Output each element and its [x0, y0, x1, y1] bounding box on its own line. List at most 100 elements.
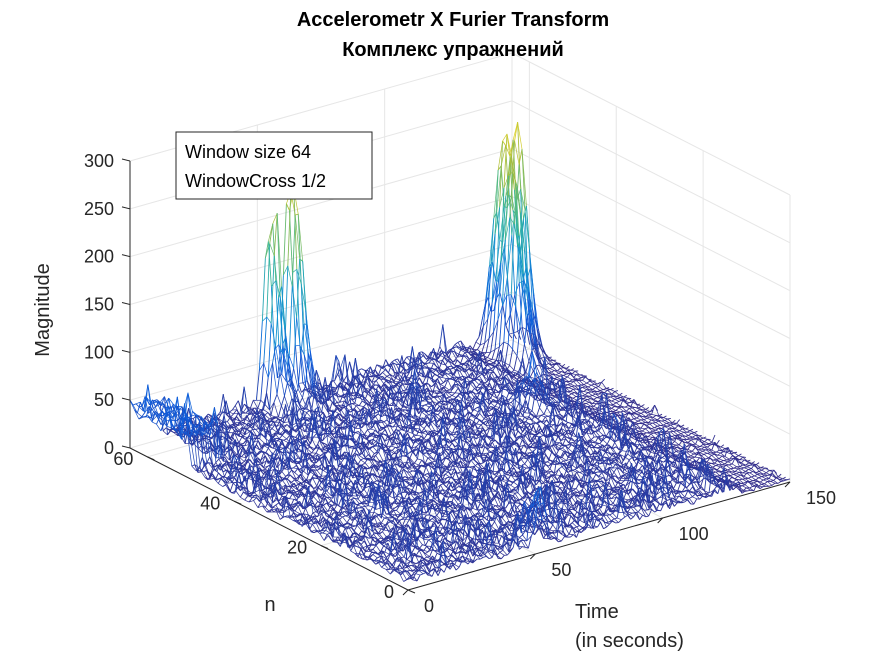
mesh-segment: [338, 361, 344, 390]
mesh-segment: [299, 397, 303, 405]
mesh-segment: [269, 362, 274, 410]
mesh-segment: [282, 203, 287, 276]
mesh-segment: [267, 323, 272, 378]
mesh-segment: [457, 395, 463, 400]
mesh-segment: [266, 316, 272, 324]
mesh-segment: [263, 392, 268, 410]
mesh-segment: [377, 367, 382, 377]
mesh-segment: [191, 419, 197, 425]
mesh-segment: [510, 294, 516, 315]
mesh-segment: [573, 380, 577, 382]
mesh-segment: [465, 368, 470, 371]
mesh-segment: [507, 343, 513, 350]
mesh-segment: [439, 324, 444, 347]
mesh-segment: [293, 188, 298, 270]
mesh-segment: [459, 346, 464, 348]
mesh-segment: [395, 364, 401, 373]
mesh-segment: [513, 355, 518, 371]
mesh-segment: [238, 436, 243, 443]
mesh-segment: [291, 272, 296, 346]
mesh-segment: [479, 373, 483, 377]
mesh-segment: [297, 388, 303, 398]
mesh-segment: [454, 387, 459, 394]
mesh-segment: [449, 407, 454, 410]
mesh-segment: [224, 411, 230, 415]
mesh-segment: [485, 338, 490, 353]
mesh-segment: [474, 349, 478, 352]
mesh-segment: [382, 372, 388, 377]
mesh-segment: [253, 400, 259, 409]
mesh-segment: [311, 438, 317, 448]
mesh-segment: [303, 323, 308, 325]
mesh-segment: [400, 368, 404, 374]
mesh-segment: [427, 351, 432, 358]
mesh-segment: [447, 379, 453, 390]
mesh-segment: [272, 362, 278, 395]
mesh-segment: [465, 347, 470, 349]
mesh-segment: [135, 401, 141, 405]
mesh-segment: [293, 368, 299, 389]
mesh-segment: [148, 406, 153, 421]
mesh-segment: [264, 404, 270, 411]
grid-line: [129, 196, 513, 305]
mesh-segment: [281, 374, 287, 382]
mesh-segment: [224, 411, 229, 417]
mesh-segment: [313, 433, 317, 438]
mesh-segment: [440, 384, 446, 388]
mesh-segment: [163, 397, 170, 406]
mesh-segment: [286, 435, 290, 440]
mesh-segment: [456, 346, 461, 351]
mesh-segment: [147, 384, 153, 421]
mesh-segment: [383, 419, 388, 423]
mesh-segment: [430, 348, 435, 358]
mesh-segment: [469, 347, 475, 352]
mesh-segment: [294, 214, 300, 260]
mesh-segment: [505, 362, 510, 366]
mesh-segment: [299, 345, 304, 383]
mesh-segment: [132, 403, 137, 406]
mesh-segment: [162, 427, 167, 432]
mesh-segment: [156, 401, 162, 413]
mesh-segment: [273, 255, 279, 299]
mesh-segment: [170, 429, 174, 433]
mesh-segment: [260, 363, 265, 401]
mesh-segment: [462, 349, 467, 351]
mesh-segment: [448, 350, 453, 359]
mesh-segment: [370, 428, 375, 431]
mesh-segment: [509, 313, 514, 333]
mesh-segment: [138, 406, 144, 412]
mesh-segment: [298, 383, 302, 393]
mesh-segment: [341, 381, 347, 383]
mesh-segment: [421, 410, 425, 413]
mesh-segment: [422, 355, 428, 361]
mesh-segment: [260, 409, 266, 416]
mesh-segment: [271, 280, 277, 287]
mesh-segment: [475, 336, 480, 343]
mesh-segment: [272, 346, 277, 363]
mesh-segment: [362, 370, 367, 378]
mesh-segment: [255, 370, 260, 401]
mesh-segment: [140, 401, 146, 413]
mesh-segment: [382, 369, 386, 373]
mesh-segment: [334, 411, 340, 415]
mesh-segment: [266, 392, 272, 416]
mesh-segment: [386, 364, 391, 368]
mesh-segment: [215, 456, 221, 459]
mesh-segment: [391, 364, 397, 379]
mesh-segment: [460, 340, 466, 348]
mesh-segment: [570, 369, 576, 372]
mesh-segment: [288, 286, 293, 356]
mesh-segment: [173, 432, 179, 437]
mesh-segment: [448, 365, 452, 368]
mesh-segment: [275, 346, 281, 372]
mesh-segment: [332, 379, 338, 387]
mesh-segment: [516, 355, 522, 365]
mesh-segment: [388, 364, 392, 373]
mesh-segment: [225, 400, 231, 417]
mesh-segment: [447, 392, 453, 396]
mesh-segment: [160, 404, 165, 413]
mesh-segment: [484, 319, 489, 344]
mesh-segment: [529, 370, 534, 378]
mesh-segment: [248, 413, 253, 416]
mesh-segment: [385, 369, 391, 375]
